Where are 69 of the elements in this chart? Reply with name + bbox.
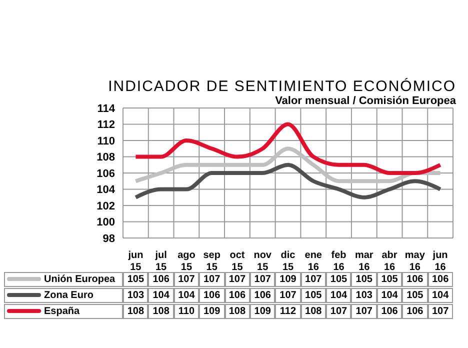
data-label: 106	[402, 272, 428, 287]
y-tick-label: 106	[96, 168, 115, 180]
data-label: 106	[402, 304, 428, 319]
y-tick-label: 100	[96, 216, 115, 229]
data-label: 106	[224, 288, 250, 303]
data-label: 109	[275, 272, 301, 287]
y-tick-label: 102	[96, 200, 115, 212]
data-label: 107	[300, 272, 326, 287]
data-label: 108	[224, 304, 250, 319]
data-label: 106	[376, 304, 402, 319]
data-label: 105	[123, 272, 148, 287]
data-label: 105	[351, 272, 377, 287]
data-label: 105	[326, 272, 352, 287]
data-label: 107	[174, 272, 200, 287]
data-label: 107	[326, 304, 352, 319]
x-tick-label: feb 16	[331, 250, 346, 273]
data-label: 112	[275, 304, 301, 319]
data-label: 103	[123, 288, 148, 303]
data-label: 106	[250, 288, 276, 303]
data-label: 108	[300, 304, 326, 319]
line-series	[134, 146, 442, 184]
data-label: 103	[351, 288, 377, 303]
x-tick-label: jul 15	[154, 250, 168, 273]
y-tick-label: 104	[96, 184, 116, 196]
data-label: 107	[250, 272, 276, 287]
data-label: 110	[174, 304, 200, 319]
data-label: 109	[199, 304, 225, 319]
data-label: 109	[250, 304, 276, 319]
data-label: 108	[123, 304, 148, 319]
data-label: 105	[300, 288, 326, 303]
x-tick-label: abr 16	[382, 250, 398, 273]
data-label: 104	[376, 288, 402, 303]
y-tick-label: 108	[96, 152, 115, 164]
data-label: 106	[199, 288, 225, 303]
legend-label: Zona Euro	[43, 290, 94, 301]
data-label: 107	[275, 288, 301, 303]
line-series	[134, 162, 442, 200]
x-tick-label: ene 16	[304, 250, 322, 273]
y-tick-label: 114	[97, 102, 116, 115]
data-label: 104	[174, 288, 200, 303]
x-tick-label: nov 15	[254, 250, 272, 273]
y-tick-label: 112	[97, 119, 115, 132]
chart-subtitle: Valor mensual / Comisión Europea	[275, 95, 456, 107]
data-label: 106	[148, 272, 174, 287]
line-series	[134, 122, 442, 175]
x-tick-label: mar 16	[354, 250, 374, 273]
legend-label: España	[43, 306, 80, 317]
data-label: 106	[428, 272, 453, 287]
y-tick-label: 98	[102, 232, 115, 245]
data-label: 104	[148, 288, 174, 303]
x-tick-label: jun 15	[127, 250, 144, 273]
x-tick-label: jun 16	[432, 250, 448, 273]
x-tick-label: oct 15	[230, 250, 246, 273]
x-tick-label: may 16	[404, 250, 426, 273]
x-tick-label: sep 15	[203, 250, 220, 273]
data-label: 108	[148, 304, 174, 319]
x-tick-label: ago 15	[178, 250, 196, 273]
x-tick-label: dic 15	[280, 250, 296, 273]
chart-title: INDICADOR DE SENTIMIENTO ECONÓMICO	[108, 78, 456, 95]
data-label: 107	[351, 304, 377, 319]
data-label: 107	[199, 272, 225, 287]
y-tick-label: 110	[97, 135, 115, 148]
data-label: 104	[326, 288, 352, 303]
data-label: 107	[428, 304, 453, 319]
data-label: 107	[224, 272, 250, 287]
data-label: 105	[376, 272, 402, 287]
legend-label: Unión Europea	[43, 274, 116, 285]
data-label: 105	[402, 288, 428, 303]
data-label: 104	[428, 288, 453, 303]
